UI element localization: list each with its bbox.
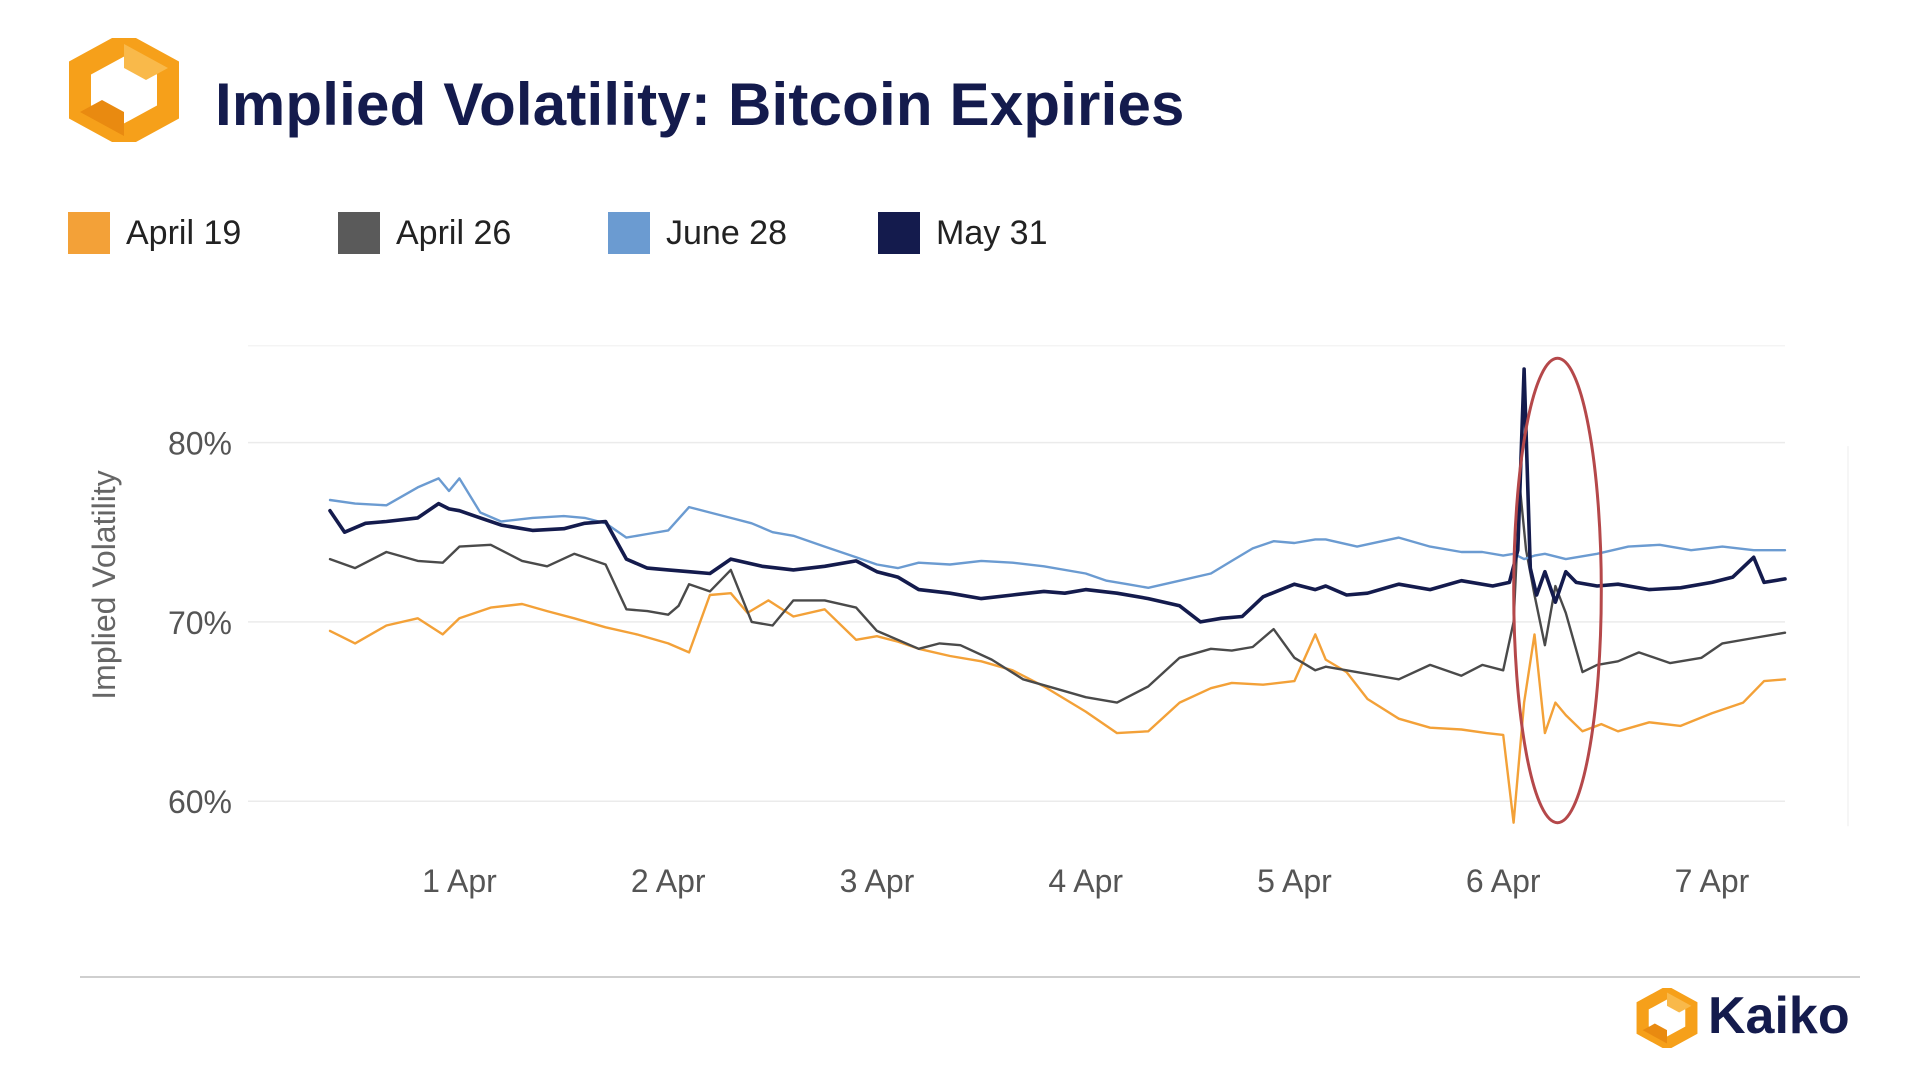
- x-tick-label: 2 Apr: [631, 863, 706, 899]
- legend-swatch-april-26: [338, 212, 380, 254]
- series-line-april-19: [328, 592, 1787, 824]
- x-tick-label: 3 Apr: [840, 863, 915, 899]
- kaiko-brand: Kaiko: [1636, 986, 1896, 1050]
- y-axis-title: Implied Volatility: [86, 470, 122, 699]
- y-tick-label: 80%: [168, 426, 232, 462]
- kaiko-logo-mark: [69, 31, 179, 149]
- x-tick-label: 1 Apr: [422, 863, 497, 899]
- chart-series-lines: [328, 367, 1787, 824]
- series-line-may-31: [328, 367, 1787, 624]
- y-axis-tick-labels: 60% 70% 80%: [168, 426, 232, 821]
- x-tick-label: 4 Apr: [1048, 863, 1123, 899]
- kaiko-logo-icon: [68, 31, 180, 149]
- x-tick-label: 5 Apr: [1257, 863, 1332, 899]
- legend-swatch-june-28: [608, 212, 650, 254]
- page-title: Implied Volatility: Bitcoin Expiries: [215, 71, 1185, 138]
- kaiko-wordmark: Kaiko: [1708, 987, 1850, 1045]
- y-tick-label: 70%: [168, 605, 232, 641]
- x-tick-label: 7 Apr: [1675, 863, 1750, 899]
- chart-gridlines: [248, 345, 1849, 827]
- legend-label-april-19: April 19: [126, 214, 242, 252]
- kaiko-brand-icon: [1636, 988, 1698, 1048]
- x-tick-label: 6 Apr: [1466, 863, 1541, 899]
- series-line-june-28: [328, 477, 1787, 589]
- spike-highlight-ellipse: [1512, 356, 1603, 825]
- footer-divider: [80, 976, 1860, 978]
- legend-swatch-april-19: [68, 212, 110, 254]
- series-line-april-26: [328, 486, 1787, 704]
- legend-swatch-may-31: [878, 212, 920, 254]
- legend-label-june-28: June 28: [666, 214, 787, 252]
- y-tick-label: 60%: [168, 784, 232, 820]
- x-axis-tick-labels: 1 Apr 2 Apr 3 Apr 4 Apr 5 Apr 6 Apr 7 Apr: [422, 863, 1750, 899]
- legend-label-may-31: May 31: [936, 214, 1048, 252]
- legend-label-april-26: April 26: [396, 214, 512, 252]
